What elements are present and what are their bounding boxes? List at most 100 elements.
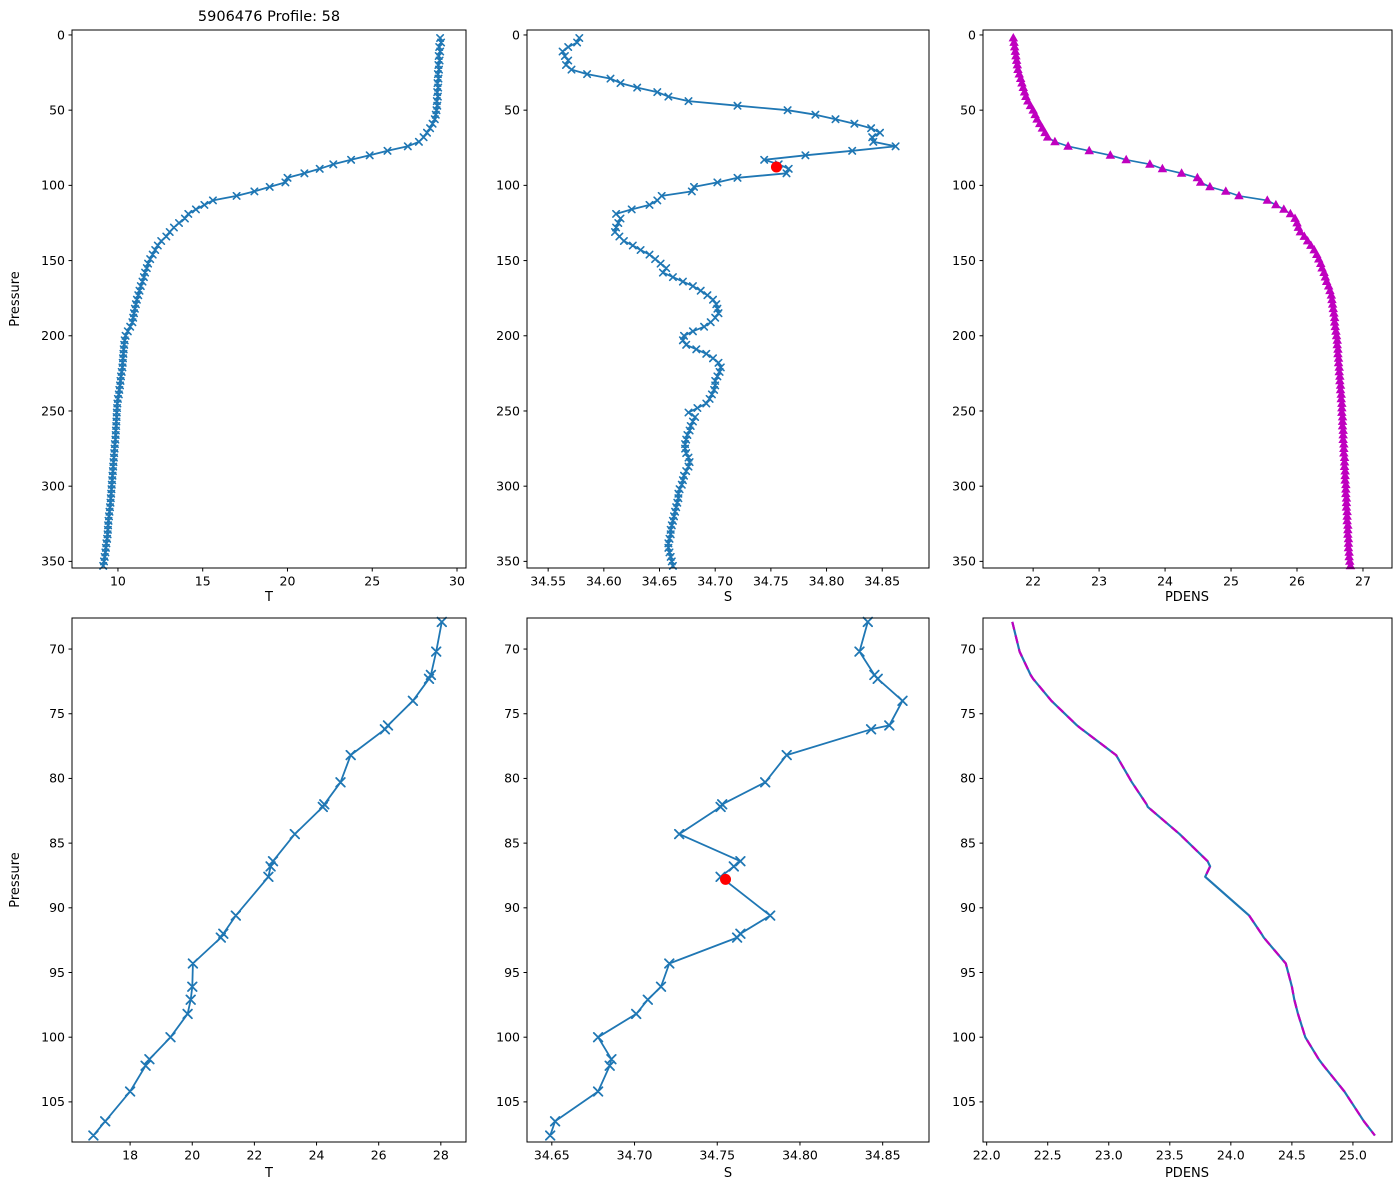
x-tick-label: 25 xyxy=(364,574,380,589)
y-tick-label: 105 xyxy=(41,1094,65,1109)
y-tick-label: 75 xyxy=(49,706,65,721)
y-tick-label: 300 xyxy=(952,478,976,493)
y-tick-label: 250 xyxy=(496,403,520,418)
y-tick-label: 100 xyxy=(496,178,520,193)
y-tick-label: 70 xyxy=(960,641,976,656)
y-tick-label: 90 xyxy=(960,900,976,915)
y-tick-label: 105 xyxy=(496,1094,520,1109)
x-tick-label: 18 xyxy=(122,1148,138,1163)
y-tick-label: 100 xyxy=(952,178,976,193)
x-tick-label: 26 xyxy=(1289,574,1305,589)
x-tick-label: 24.5 xyxy=(1278,1148,1306,1163)
pdens-blue-line xyxy=(1011,621,1376,1137)
y-tick-label: 85 xyxy=(504,835,520,850)
x-tick-label: 34.85 xyxy=(864,574,900,589)
y-tick-label: 50 xyxy=(960,102,976,117)
plot-PDENS-zoom: 22.0 22.5 23.0 23.5 24.0 24.5 25.0 70 75 80 85 90 95… xyxy=(952,617,1393,1163)
y-tick-label: 75 xyxy=(960,706,976,721)
y-tick-label: 70 xyxy=(49,641,65,656)
x-tick-label: 34.55 xyxy=(530,574,566,589)
x-tick-label: 23.0 xyxy=(1095,1148,1123,1163)
x-tick-label: 34.85 xyxy=(865,1148,901,1163)
y-tick-label: 150 xyxy=(952,253,976,268)
x-tick-label: 30 xyxy=(449,574,465,589)
y-tick-label: 100 xyxy=(496,1030,520,1045)
x-tick-label: 25.0 xyxy=(1339,1148,1367,1163)
y-tick-label: 0 xyxy=(968,27,976,42)
x-tick-label: 22 xyxy=(246,1148,262,1163)
axes-box xyxy=(71,617,467,1143)
axes-box xyxy=(982,617,1393,1143)
x-tick-label: 34.70 xyxy=(617,1148,653,1163)
x-markers xyxy=(88,616,447,1141)
y-tick-label: 80 xyxy=(960,771,976,786)
x-markers xyxy=(99,34,446,570)
x-tick-label: 34.80 xyxy=(809,574,845,589)
pdens-profile-line xyxy=(1012,37,1352,567)
plot-S-zoom: 34.65 34.70 34.75 34.80 34.85 70 75 80 85 90 95 100… xyxy=(496,616,930,1163)
x-tick-label: 34.75 xyxy=(699,1148,735,1163)
x-tick-label: 26 xyxy=(371,1148,387,1163)
y-tick-label: 150 xyxy=(41,253,65,268)
y-tick-label: 200 xyxy=(41,328,65,343)
t-profile-line xyxy=(102,37,443,567)
y-tick-label: 350 xyxy=(41,554,65,569)
x-tick-label: 24.0 xyxy=(1217,1148,1245,1163)
figure-title: 5906476 Profile: 58 xyxy=(198,9,340,25)
x-tick-label: 24 xyxy=(309,1148,325,1163)
y-tick-label: 300 xyxy=(496,478,520,493)
triangle-markers xyxy=(1008,33,1356,570)
axes-box xyxy=(71,29,467,569)
x-tick-label: 28 xyxy=(433,1148,449,1163)
x-tick-label: 23 xyxy=(1091,574,1107,589)
y-tick-label: 90 xyxy=(504,900,520,915)
x-tick-label: 34.75 xyxy=(753,574,789,589)
y-tick-label: 200 xyxy=(496,328,520,343)
xlabel-t-full: T xyxy=(264,590,273,605)
y-tick-label: 0 xyxy=(512,27,520,42)
y-tick-label: 80 xyxy=(49,771,65,786)
x-tick-label: 34.65 xyxy=(534,1148,570,1163)
xlabel-pdens-zoom: PDENS xyxy=(1165,1166,1209,1181)
x-markers xyxy=(558,34,900,570)
y-tick-label: 100 xyxy=(952,1030,976,1045)
x-tick-label: 23.5 xyxy=(1156,1148,1184,1163)
xlabel-s-zoom: S xyxy=(724,1166,732,1181)
xlabel-pdens-full: PDENS xyxy=(1165,590,1209,605)
y-tick-label: 250 xyxy=(41,403,65,418)
x-tick-label: 34.60 xyxy=(586,574,622,589)
x-tick-label: 34.70 xyxy=(697,574,733,589)
x-tick-label: 22 xyxy=(1025,574,1041,589)
axes-box xyxy=(526,29,930,569)
ylabel-pressure-bottom: Pressure xyxy=(8,852,23,908)
y-tick-label: 80 xyxy=(504,771,520,786)
y-tick-label: 95 xyxy=(49,965,65,980)
xlabel-s-full: S xyxy=(724,590,732,605)
pdens-dashed-line xyxy=(1011,621,1212,878)
axes-box xyxy=(982,29,1393,569)
y-tick-label: 85 xyxy=(49,835,65,850)
x-tick-label: 15 xyxy=(195,574,211,589)
y-tick-label: 200 xyxy=(952,328,976,343)
y-tick-label: 105 xyxy=(952,1094,976,1109)
x-tick-label: 22.0 xyxy=(973,1148,1001,1163)
x-tick-label: 25 xyxy=(1223,574,1239,589)
x-tick-label: 24 xyxy=(1157,574,1173,589)
x-tick-label: 20 xyxy=(184,1148,200,1163)
x-tick-label: 22.5 xyxy=(1034,1148,1062,1163)
y-tick-label: 0 xyxy=(57,27,65,42)
highlighted-sample-dot xyxy=(770,161,782,173)
y-tick-label: 100 xyxy=(41,1030,65,1045)
x-tick-label: 10 xyxy=(110,574,126,589)
x-markers xyxy=(545,616,908,1141)
y-tick-label: 90 xyxy=(49,900,65,915)
x-tick-label: 34.80 xyxy=(782,1148,818,1163)
y-tick-label: 95 xyxy=(504,965,520,980)
x-tick-label: 20 xyxy=(280,574,296,589)
s-profile-line xyxy=(561,37,897,567)
y-tick-label: 85 xyxy=(960,835,976,850)
x-tick-label: 34.65 xyxy=(642,574,678,589)
y-tick-label: 300 xyxy=(41,478,65,493)
